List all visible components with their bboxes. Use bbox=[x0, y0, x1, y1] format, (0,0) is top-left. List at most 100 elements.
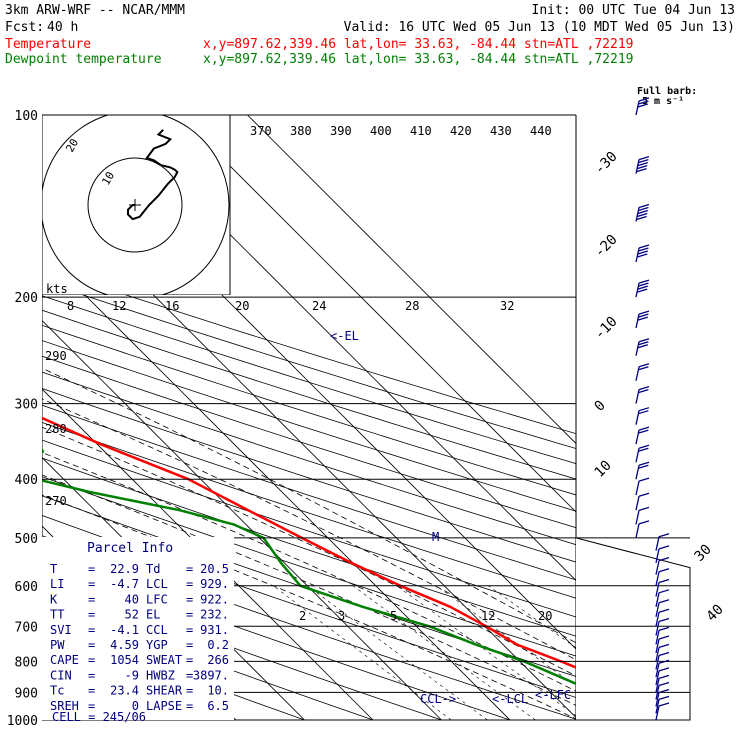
pressure-tick-label: 600 bbox=[15, 580, 38, 595]
wind-barb bbox=[635, 523, 640, 539]
wind-barb-flag bbox=[638, 313, 649, 318]
parcel-value: 232. bbox=[200, 608, 229, 622]
wind-barb-flag bbox=[638, 426, 650, 431]
wind-barb bbox=[635, 366, 640, 381]
parcel-value: 6.5 bbox=[207, 699, 229, 713]
parcel-eq: = bbox=[186, 608, 193, 622]
parcel-value: 0.2 bbox=[207, 638, 229, 652]
wind-barb bbox=[655, 592, 660, 607]
parcel-key: SVI bbox=[50, 623, 72, 637]
wind-barb-flag bbox=[658, 702, 670, 707]
wind-barb-flag bbox=[638, 244, 650, 249]
wind-barb bbox=[635, 247, 640, 263]
wind-barb-flag bbox=[637, 288, 648, 293]
wind-barb-flag bbox=[658, 651, 670, 657]
dewpoint-profile bbox=[42, 447, 576, 686]
wind-barb-flag bbox=[658, 589, 670, 594]
wind-barb bbox=[655, 678, 660, 693]
wind-barb bbox=[655, 621, 660, 636]
theta-label: 390 bbox=[330, 124, 352, 138]
hodograph-axis-label: 8 bbox=[67, 299, 74, 313]
wind-barb-flag bbox=[638, 410, 649, 415]
theta-label: 400 bbox=[370, 124, 392, 138]
wind-barb-flag bbox=[638, 386, 650, 391]
parcel-value: -9 bbox=[125, 668, 139, 682]
wind-barb-flag bbox=[638, 447, 649, 452]
wind-barb-flag bbox=[638, 506, 650, 512]
parcel-value: 20.5 bbox=[200, 562, 229, 576]
parcel-eq: = bbox=[186, 623, 193, 637]
parcel-value: 22.9 bbox=[110, 562, 139, 576]
wind-barb-flag bbox=[658, 674, 670, 679]
dry-adiabat bbox=[42, 340, 576, 512]
wind-barb-flag bbox=[638, 247, 649, 252]
parcel-value: 922. bbox=[200, 592, 229, 606]
mixing-ratio-label: 3 bbox=[338, 609, 345, 623]
wind-barb bbox=[655, 612, 660, 627]
parcel-key: EL bbox=[146, 608, 160, 622]
pressure-tick-label: 500 bbox=[15, 532, 38, 547]
mixing-ratio-line bbox=[307, 585, 488, 720]
wind-barb bbox=[655, 663, 660, 678]
dry-adiabat bbox=[42, 421, 576, 599]
pressure-tick-label: 900 bbox=[15, 686, 38, 701]
mixing-ratio-label: 20 bbox=[538, 609, 552, 623]
parcel-value: -4.1 bbox=[110, 623, 139, 637]
isotherm bbox=[42, 319, 442, 720]
wind-barb bbox=[635, 313, 640, 329]
wind-barb-flag bbox=[637, 253, 648, 258]
parcel-eq: = bbox=[186, 653, 193, 667]
pressure-tick-label: 800 bbox=[15, 655, 38, 670]
wind-barb-flag bbox=[658, 617, 670, 623]
wind-barb bbox=[655, 560, 660, 575]
wind-barb-flag bbox=[638, 444, 650, 449]
parcel-value: 4.59 bbox=[110, 638, 139, 652]
wind-barb-flag bbox=[637, 250, 648, 255]
wind-barb bbox=[635, 496, 640, 511]
wind-barb-flag bbox=[638, 156, 650, 161]
wind-barb-flag bbox=[658, 695, 670, 700]
isotherm bbox=[178, 115, 576, 513]
parcel-key: SHEAR bbox=[146, 684, 183, 698]
parcel-eq: = bbox=[186, 562, 193, 576]
wind-barb bbox=[655, 548, 660, 564]
wind-barb-flag bbox=[638, 429, 649, 434]
wind-barb bbox=[655, 602, 660, 617]
wind-barb-flag bbox=[637, 103, 648, 108]
dry-adiabat bbox=[42, 404, 576, 581]
parcel-value: 23.4 bbox=[110, 684, 139, 698]
hodograph-axis-label: 12 bbox=[112, 299, 126, 313]
wind-barb bbox=[635, 282, 640, 298]
wind-barb bbox=[655, 692, 660, 707]
mixing-ratio-label: 5 bbox=[390, 609, 397, 623]
parcel-key: LFC bbox=[146, 592, 168, 606]
wind-barb-flag bbox=[637, 162, 648, 167]
hodograph-axis-label: 20 bbox=[235, 299, 249, 313]
isotherm bbox=[247, 115, 576, 445]
parcel-eq: = bbox=[88, 638, 95, 652]
parcel-key: LAPSE bbox=[146, 699, 182, 713]
parcel-key: T bbox=[50, 562, 57, 576]
pressure-tick-label: 700 bbox=[15, 620, 38, 635]
isotherm-label: 40 bbox=[704, 602, 727, 625]
parcel-key: CAPE bbox=[50, 653, 79, 667]
parcel-info-title: Parcel Info bbox=[87, 541, 173, 556]
parcel-eq: = bbox=[88, 653, 95, 667]
wind-barb-flag bbox=[637, 344, 648, 349]
wind-barb bbox=[635, 430, 640, 445]
parcel-eq: = bbox=[88, 699, 95, 713]
wind-barb bbox=[655, 536, 660, 551]
parcel-value: 40 bbox=[125, 592, 139, 606]
hodograph-axis-label: 16 bbox=[165, 299, 179, 313]
wind-barb-flag bbox=[658, 545, 670, 550]
ccl-marker: CCL-> bbox=[420, 692, 456, 706]
parcel-eq: = bbox=[88, 562, 95, 576]
wind-barb-flag bbox=[638, 282, 649, 287]
legend-temperature: Temperature bbox=[5, 37, 91, 52]
wind-barb-flag bbox=[658, 688, 670, 694]
isotherm-label: -10 bbox=[592, 314, 621, 343]
parcel-value: 931. bbox=[200, 623, 229, 637]
wind-barb bbox=[655, 647, 660, 662]
isotherm bbox=[42, 388, 374, 720]
wind-barb bbox=[635, 341, 640, 356]
